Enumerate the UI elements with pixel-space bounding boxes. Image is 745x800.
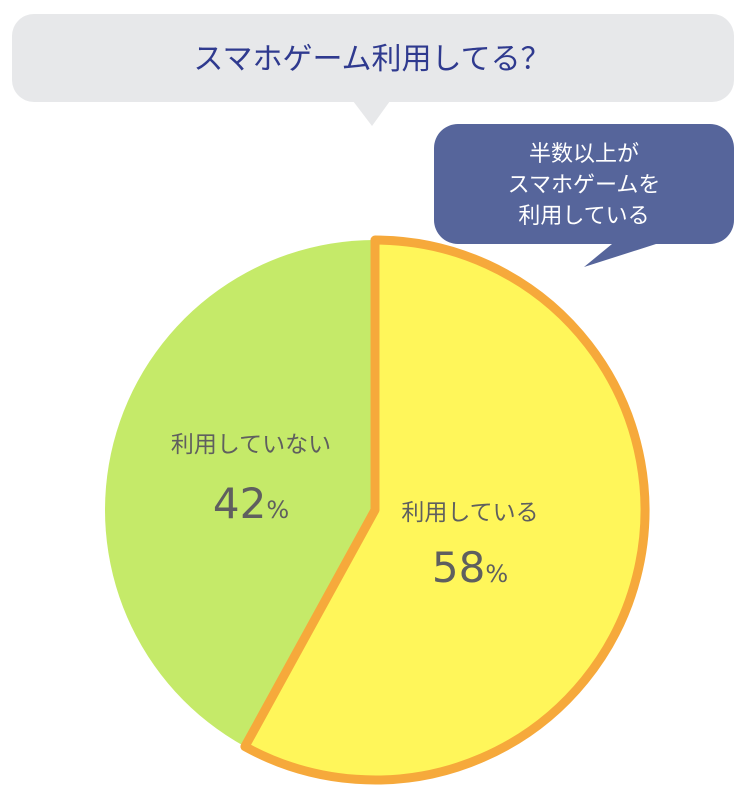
slice-value-number-not-using: 42 <box>213 479 266 528</box>
pie-slice-using <box>240 235 650 785</box>
pie-slice-not-using <box>105 240 375 747</box>
callout-line-1: 半数以上が <box>529 142 639 167</box>
callout-line-3: 利用している <box>518 204 649 229</box>
question-bubble: スマホゲーム利用してる？ <box>12 14 734 126</box>
slice-label-not-using: 利用していない <box>171 432 331 458</box>
callout-line-2: スマホゲームを <box>508 173 661 198</box>
question-title: スマホゲーム利用してる？ <box>193 42 550 77</box>
slice-value-unit-not-using: % <box>266 496 289 524</box>
callout-bubble-body <box>434 124 734 244</box>
slice-value-number-using: 58 <box>432 543 485 592</box>
slice-value-not-using: 42% <box>213 479 289 528</box>
slice-value-unit-using: % <box>485 560 508 588</box>
callout-bubble: 半数以上が スマホゲームを 利用している <box>434 124 734 267</box>
question-bubble-tail <box>353 101 390 126</box>
question-bubble-body <box>12 14 734 102</box>
callout-bubble-tail <box>584 244 656 267</box>
pie-chart: 利用している 58% 利用していない 42% <box>105 235 650 785</box>
slice-label-using: 利用している <box>401 500 538 526</box>
slice-value-using: 58% <box>432 543 508 592</box>
